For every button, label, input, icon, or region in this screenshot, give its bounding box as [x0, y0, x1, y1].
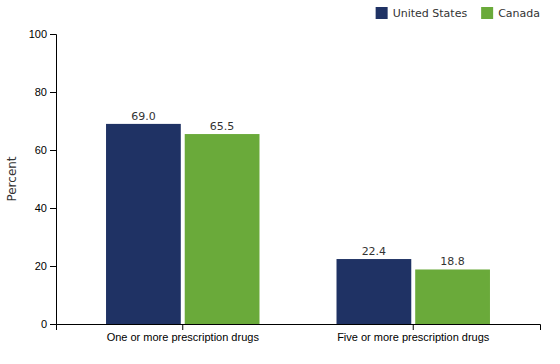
tick: 80: [35, 86, 56, 98]
tick-mark: [182, 324, 183, 330]
data-label: 22.4: [362, 245, 387, 258]
tick: One or more prescription drugs: [107, 324, 260, 343]
tick-label: 60: [35, 144, 47, 156]
legend-swatch: [376, 7, 388, 19]
chart-container: 0 20 40 60 80 100 One or more prescription dru…: [0, 0, 560, 364]
tick-label: 100: [29, 28, 47, 40]
tick: 40: [35, 202, 56, 214]
x-axis: One or more prescription drugs Five or mo…: [57, 324, 541, 343]
chart: 0 20 40 60 80 100 One or more prescription dru…: [0, 0, 560, 364]
data-labels: 69.0 22.4 65.5 18.8: [131, 110, 465, 269]
axis-line: [50, 35, 57, 325]
tick: 100: [29, 28, 56, 40]
legend-item: Canada: [481, 7, 540, 20]
tick: 20: [35, 260, 56, 272]
tick-mark: [50, 324, 56, 325]
data-label: 69.0: [131, 110, 156, 123]
tick-mark: [50, 208, 56, 209]
axis-title: Percent: [5, 156, 19, 201]
data-label: 65.5: [210, 120, 235, 133]
tick: Five or more prescription drugs: [337, 324, 490, 343]
bar: [106, 124, 181, 324]
bar: [415, 269, 490, 324]
legend-label: United States: [393, 7, 468, 20]
axis-line: [57, 325, 541, 331]
tick-mark: [50, 92, 56, 93]
tick-mark: [50, 266, 56, 267]
tick-mark: [50, 34, 56, 35]
y-axis: 0 20 40 60 80 100: [29, 28, 57, 330]
tick-label: 20: [35, 260, 47, 272]
legend: United States Canada: [376, 7, 540, 20]
tick-mark: [50, 150, 56, 151]
tick-mark: [413, 324, 414, 330]
legend-label: Canada: [498, 7, 540, 20]
tick-label: One or more prescription drugs: [107, 331, 260, 343]
tick: 60: [35, 144, 56, 156]
tick-label: 80: [35, 86, 47, 98]
plot: 0 20 40 60 80 100 One or more prescription dru…: [29, 28, 541, 343]
bars: [106, 124, 490, 324]
bar: [337, 259, 412, 324]
tick-label: Five or more prescription drugs: [337, 331, 490, 343]
tick-label: 40: [35, 202, 47, 214]
tick-label: 0: [41, 318, 47, 330]
legend-item: United States: [376, 7, 468, 20]
data-label: 18.8: [440, 255, 465, 268]
tick: 0: [41, 318, 56, 330]
legend-swatch: [481, 7, 493, 19]
bar: [185, 134, 260, 324]
